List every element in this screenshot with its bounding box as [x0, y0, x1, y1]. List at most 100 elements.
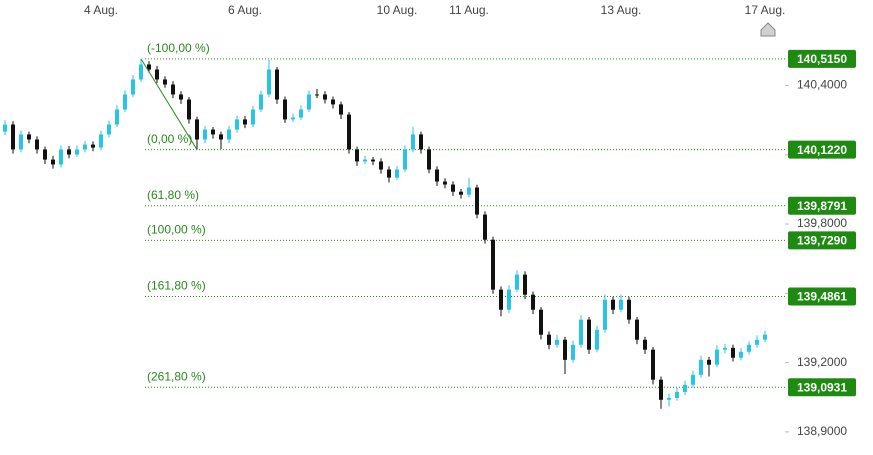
- candle-body: [275, 69, 279, 100]
- candle-body: [539, 309, 543, 335]
- price-box-label: 139,0931: [797, 380, 847, 394]
- candle-body: [59, 149, 63, 165]
- candle-body: [371, 159, 375, 162]
- x-tick-label: 6 Aug.: [228, 3, 262, 17]
- candle-body: [435, 169, 439, 182]
- candle-body: [707, 359, 711, 365]
- candle-body: [483, 214, 487, 240]
- candle-body: [419, 134, 423, 150]
- candle-body: [611, 299, 615, 310]
- candle-body: [203, 129, 207, 140]
- candle-body: [547, 334, 551, 345]
- price-box-label: 140,5150: [797, 52, 847, 66]
- candle-body: [459, 191, 463, 195]
- candle-body: [243, 119, 247, 125]
- candle-body: [643, 339, 647, 350]
- fib-label: (0,00 %): [147, 132, 192, 146]
- candle-body: [563, 339, 567, 360]
- home-icon[interactable]: [760, 22, 776, 37]
- candle-body: [299, 109, 303, 118]
- candle-body: [715, 349, 719, 365]
- candle-body: [331, 99, 335, 105]
- candle-body: [499, 289, 503, 310]
- candle-body: [739, 351, 743, 358]
- candle-body: [523, 274, 527, 295]
- fib-label: (261,80 %): [147, 369, 206, 383]
- candle-body: [675, 391, 679, 398]
- fib-label: (161,80 %): [147, 279, 206, 293]
- candle-body: [427, 149, 431, 170]
- candle-body: [139, 64, 143, 80]
- price-box-label: 139,4861: [797, 290, 847, 304]
- candle-body: [355, 149, 359, 162]
- candle-body: [315, 94, 319, 96]
- candle-body: [763, 334, 767, 340]
- candle-body: [131, 79, 135, 95]
- candle-body: [475, 187, 479, 215]
- candle-body: [123, 94, 127, 110]
- price-box: [788, 140, 856, 159]
- candle-body: [667, 397, 671, 400]
- candle-body: [467, 187, 471, 195]
- candle-body: [363, 159, 367, 162]
- x-tick-label: 10 Aug.: [377, 3, 418, 17]
- candle-body: [195, 119, 199, 140]
- y-tick-label: 139,8000: [797, 216, 847, 230]
- candle-body: [67, 149, 71, 155]
- candle-body: [75, 149, 79, 155]
- candle-body: [587, 319, 591, 350]
- candle-body: [379, 161, 383, 170]
- candle-body: [35, 139, 39, 150]
- x-tick-label: 11 Aug.: [449, 3, 489, 17]
- candle-body: [99, 134, 103, 148]
- candle-body: [83, 144, 87, 150]
- candle-body: [259, 94, 263, 110]
- price-box-label: 139,7290: [797, 234, 847, 248]
- candle-body: [411, 134, 415, 150]
- candle-body: [571, 344, 575, 360]
- candle-body: [387, 169, 391, 178]
- candle-body: [323, 94, 327, 100]
- x-tick-label: 13 Aug.: [601, 3, 642, 17]
- fib-trend-line: [140, 58, 198, 150]
- candle-body: [291, 117, 295, 120]
- candle-body: [51, 159, 55, 165]
- fib-label: (100,00 %): [147, 223, 206, 237]
- candle-body: [171, 84, 175, 95]
- candle-body: [531, 294, 535, 310]
- candle-body: [163, 79, 167, 85]
- candle-body: [691, 374, 695, 385]
- candle-body: [515, 274, 519, 290]
- candle-body: [27, 134, 31, 140]
- candle-body: [683, 384, 687, 392]
- candle-body: [43, 149, 47, 160]
- candle-body: [651, 349, 655, 380]
- candle-body: [595, 329, 599, 350]
- y-tick-label: 139,2000: [797, 355, 847, 369]
- candle-body: [579, 319, 583, 345]
- candle-body: [507, 289, 511, 310]
- candle-body: [307, 94, 311, 110]
- y-tick-label: 140,4000: [797, 78, 847, 92]
- candle-body: [267, 69, 271, 95]
- candle-body: [3, 124, 7, 132]
- price-box-label: 140,1220: [797, 143, 847, 157]
- candle-body: [179, 94, 183, 100]
- price-box: [788, 196, 856, 215]
- price-box: [788, 287, 856, 306]
- candle-body: [491, 239, 495, 290]
- fib-label: (61,80 %): [147, 188, 199, 202]
- price-box: [788, 49, 856, 68]
- candle-body: [731, 347, 735, 358]
- candle-body: [627, 299, 631, 320]
- candle-body: [91, 144, 95, 148]
- candle-body: [11, 124, 15, 150]
- candle-body: [227, 129, 231, 140]
- candle-body: [251, 109, 255, 125]
- candle-body: [699, 359, 703, 375]
- candle-body: [235, 119, 239, 130]
- candle-body: [619, 299, 623, 310]
- candle-body: [19, 134, 23, 150]
- candle-body: [347, 114, 351, 150]
